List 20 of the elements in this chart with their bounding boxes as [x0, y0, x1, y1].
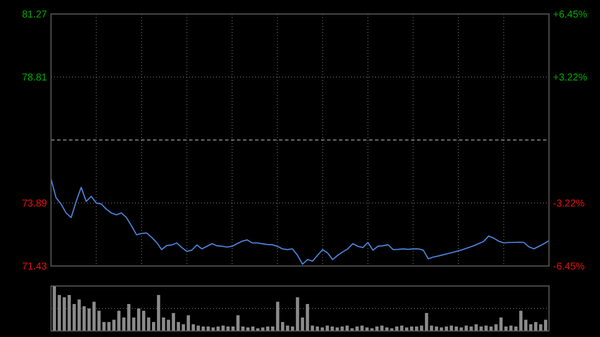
- y2-tick-label: +6.45%: [553, 10, 588, 20]
- y2-tick-label: -6.45%: [553, 262, 585, 272]
- bar: [296, 297, 300, 331]
- bar: [97, 310, 101, 331]
- bar: [172, 313, 176, 331]
- bar: [306, 304, 310, 331]
- bar: [162, 318, 166, 331]
- bar: [156, 295, 160, 331]
- y2-tick-label: +3.22%: [553, 72, 588, 84]
- y2-tick-label: -3.22%: [553, 198, 585, 210]
- y-tick-label: 71.43: [22, 262, 48, 272]
- bar: [87, 308, 91, 331]
- bar: [424, 313, 428, 331]
- y-tick-label: 73.89: [22, 198, 48, 210]
- bar: [92, 302, 96, 331]
- bar: [499, 318, 503, 331]
- line-series: [50, 178, 550, 265]
- y-tick-label: 81.27: [22, 10, 48, 20]
- bar: [300, 318, 304, 331]
- y-tick-label: 78.81: [22, 72, 48, 84]
